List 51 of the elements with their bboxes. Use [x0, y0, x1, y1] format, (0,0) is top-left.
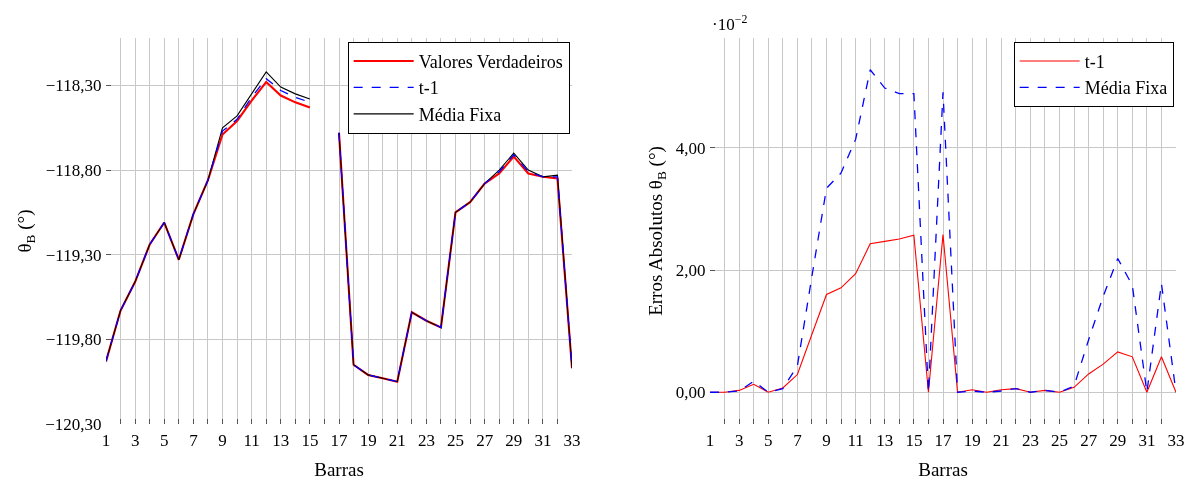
line-series — [710, 69, 1176, 393]
x-tick-label: 31 — [1138, 430, 1156, 450]
y-tick-label: −120,30 — [45, 414, 102, 434]
y-tick-label: 2,00 — [675, 261, 706, 281]
y-tick-label: 0,00 — [675, 383, 706, 403]
x-tick-label: 19 — [963, 430, 981, 450]
x-tick-label: 21 — [992, 430, 1010, 450]
x-tick-label: 13 — [272, 430, 290, 450]
x-tick-label: 3 — [734, 430, 744, 450]
x-tick-label: 23 — [1021, 430, 1039, 450]
legend-label: Valores Verdadeiros — [418, 52, 563, 73]
x-tick-label: 11 — [243, 430, 260, 450]
text: ·10$^{−2}$ — [712, 12, 748, 35]
y-tick-label: 4,00 — [675, 138, 706, 158]
x-tick-label: 5 — [160, 430, 169, 450]
x-tick-label: 3 — [130, 430, 140, 450]
y-tick-label: −118,80 — [45, 161, 102, 180]
x-tick-label: 25 — [447, 430, 464, 450]
legend-label: t-1 — [1084, 52, 1105, 73]
x-tick-label: 13 — [876, 430, 894, 450]
x-axis-title: Barras — [314, 459, 364, 481]
legend-label: t-1 — [418, 78, 439, 99]
x-tick-label: 9 — [822, 430, 831, 450]
x-tick-label: 15 — [905, 430, 923, 450]
x-tick-label: 9 — [218, 430, 227, 450]
x-tick-label: 27 — [476, 430, 494, 450]
x-tick-label: 1 — [705, 430, 715, 450]
x-tick-label: 21 — [388, 430, 406, 450]
y-tick-label: −119,30 — [45, 245, 102, 265]
legend-label: Média Fixa — [418, 104, 502, 125]
legend-label: Média Fixa — [1084, 78, 1168, 99]
x-tick-label: 7 — [793, 430, 803, 450]
y-tick-label: −119,80 — [45, 330, 102, 350]
x-tick-label: 19 — [359, 430, 377, 450]
x-tick-label: 11 — [847, 430, 864, 450]
x-tick-label: 29 — [1109, 430, 1127, 450]
x-tick-label: 33 — [1167, 430, 1185, 450]
x-tick-label: 5 — [764, 430, 773, 450]
x-tick-label: 7 — [189, 430, 199, 450]
x-tick-label: 23 — [417, 430, 435, 450]
y-tick-label: −118,30 — [45, 76, 102, 96]
x-tick-label: 29 — [505, 430, 523, 450]
x-tick-label: 1 — [101, 430, 111, 450]
x-tick-label: 31 — [534, 430, 552, 450]
x-tick-label: 15 — [301, 430, 319, 450]
x-tick-label: 17 — [934, 430, 952, 450]
x-tick-label: 27 — [1080, 430, 1098, 450]
x-tick-label: 17 — [330, 430, 348, 450]
x-tick-label: 33 — [563, 430, 581, 450]
x-tick-label: 25 — [1051, 430, 1068, 450]
x-axis-title: Barras — [918, 459, 968, 481]
